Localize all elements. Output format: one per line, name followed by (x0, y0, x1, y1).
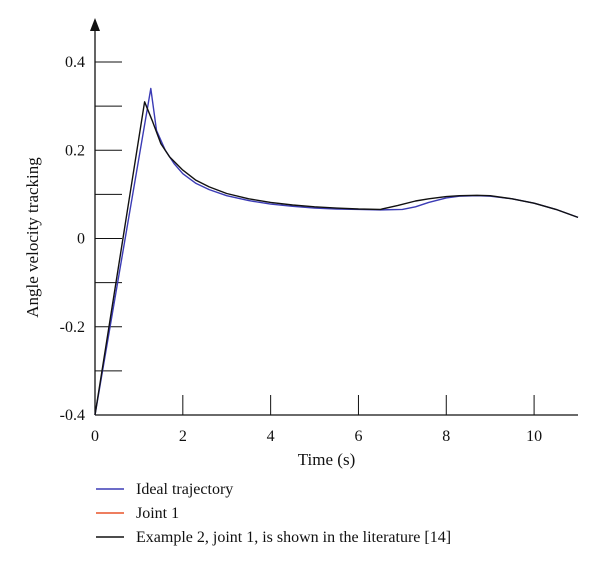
legend-label: Joint 1 (136, 505, 179, 522)
series-line-2 (94, 101, 579, 416)
x-tick-label: 0 (91, 428, 99, 445)
y-tick-label: -0.2 (60, 319, 85, 336)
x-tick-label: 2 (179, 428, 187, 445)
y-axis-title: Angle velocity tracking (23, 157, 42, 318)
legend-label: Ideal trajectory (136, 481, 233, 498)
x-tick-label: 8 (442, 428, 450, 445)
series-lines (94, 87, 579, 416)
y-axis-arrow (90, 18, 100, 31)
legend: Ideal trajectory Joint 1 Example 2, joint … (96, 481, 451, 546)
legend-label: Example 2, joint 1, is shown in the lite… (136, 529, 451, 546)
x-tick-label: 10 (526, 428, 542, 445)
y-tick-label: 0.4 (65, 54, 85, 71)
x-tick-label: 4 (267, 428, 275, 445)
series-line-0 (94, 87, 579, 416)
ticks: -0.4 -0.2 0 0.2 0.4 0 2 4 6 8 10 (60, 54, 542, 445)
y-tick-label: 0 (77, 231, 85, 248)
axes (90, 18, 578, 416)
y-tick-label: -0.4 (60, 407, 85, 424)
x-tick-label: 6 (354, 428, 362, 445)
y-tick-label: 0.2 (65, 142, 85, 159)
x-axis-title: Time (s) (298, 450, 355, 469)
